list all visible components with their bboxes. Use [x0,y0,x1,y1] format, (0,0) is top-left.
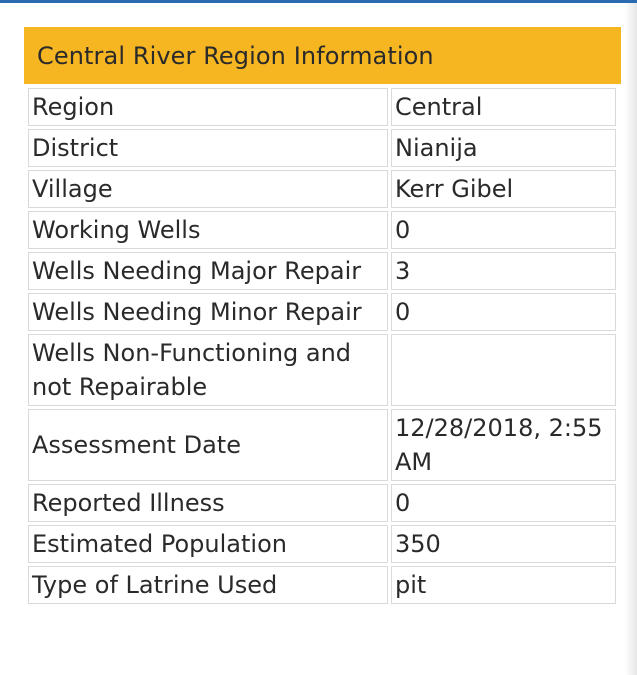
field-value: Central [391,88,616,126]
table-row: Village Kerr Gibel [28,170,616,208]
table-row: Working Wells 0 [28,211,616,249]
table-row: Estimated Population 350 [28,525,616,563]
table-row: Assessment Date 12/28/2018, 2:55 AM [28,409,616,481]
field-label: Wells Needing Major Repair [28,252,389,290]
field-value: 350 [391,525,616,563]
table-row: Wells Needing Minor Repair 0 [28,293,616,331]
table-row: Type of Latrine Used pit [28,566,616,604]
field-value [391,334,616,406]
top-accent-bar [0,0,637,3]
field-label: Wells Non-Functioning and not Repairable [28,334,389,406]
table-row: Region Central [28,88,616,126]
attribute-table: Region Central District Nianija Village … [25,85,619,607]
field-label: Working Wells [28,211,389,249]
field-label: Village [28,170,389,208]
field-value: 12/28/2018, 2:55 AM [391,409,616,481]
field-label: Assessment Date [28,409,389,481]
table-row: Wells Non-Functioning and not Repairable [28,334,616,406]
table-row: Wells Needing Major Repair 3 [28,252,616,290]
table-row: Reported Illness 0 [28,484,616,522]
field-label: District [28,129,389,167]
popup-title: Central River Region Information [37,41,434,70]
field-label: Type of Latrine Used [28,566,389,604]
field-value: 0 [391,293,616,331]
feature-popup: Central River Region Information Region … [24,27,621,607]
popup-header: Central River Region Information [24,27,621,84]
field-label: Reported Illness [28,484,389,522]
scrollbar-track[interactable] [625,3,637,675]
field-value: pit [391,566,616,604]
field-value: Nianija [391,129,616,167]
field-label: Estimated Population [28,525,389,563]
field-value: 0 [391,484,616,522]
table-row: District Nianija [28,129,616,167]
field-value: 0 [391,211,616,249]
field-label: Wells Needing Minor Repair [28,293,389,331]
field-label: Region [28,88,389,126]
field-value: Kerr Gibel [391,170,616,208]
field-value: 3 [391,252,616,290]
